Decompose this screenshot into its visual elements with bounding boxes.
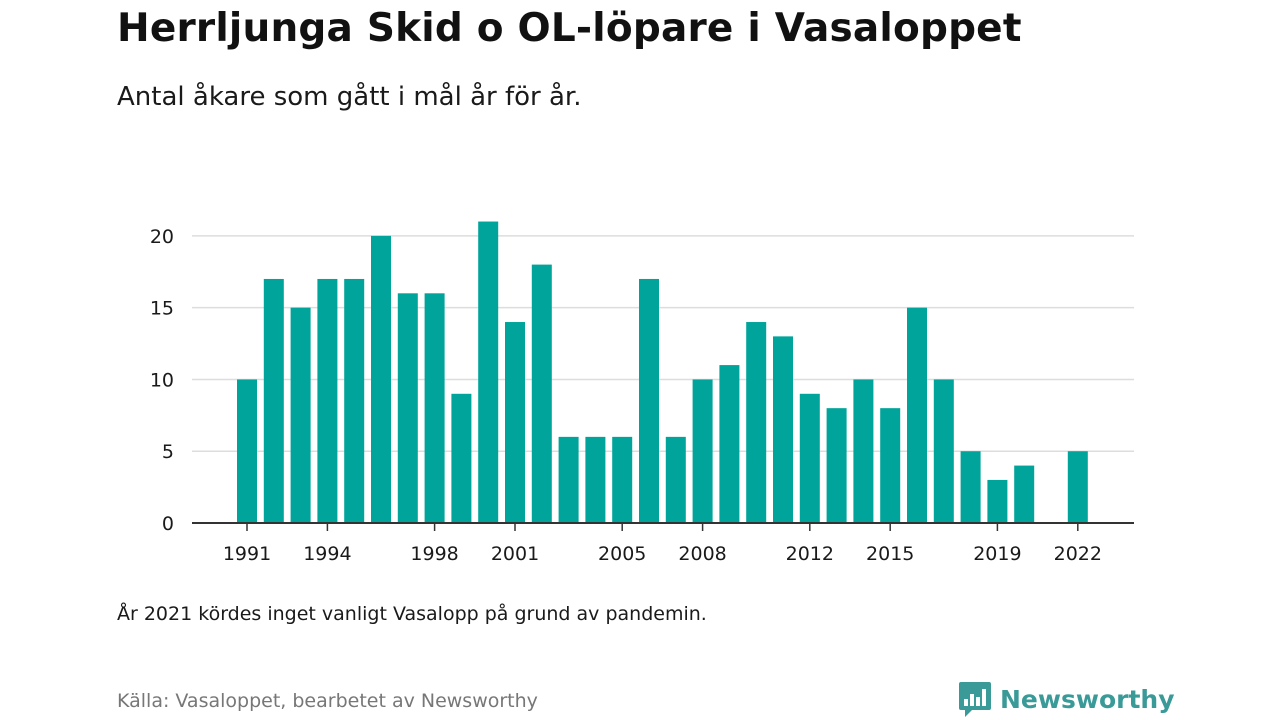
y-tick-label: 10: [150, 369, 174, 391]
x-tick-label: 2008: [678, 543, 726, 565]
bar-2004: [585, 436, 606, 523]
bars: [237, 221, 1088, 524]
bar-2017: [933, 379, 954, 523]
bar-2007: [665, 436, 686, 523]
bar-2000: [478, 221, 499, 524]
bar-2015: [880, 408, 901, 523]
bar-2018: [960, 451, 981, 523]
x-tick-label: 2019: [973, 543, 1021, 565]
bar-2020: [1014, 465, 1035, 523]
chart-footnote: År 2021 kördes inget vanligt Vasalopp på…: [117, 603, 707, 625]
y-tick-label: 20: [150, 226, 174, 248]
bar-2001: [505, 322, 525, 523]
x-tick-label: 2001: [491, 543, 539, 565]
bar-1996: [371, 235, 391, 523]
x-tick-label: 2022: [1054, 543, 1102, 565]
newsworthy-logo-icon: [959, 682, 991, 717]
x-tick-labels: 1991 1994 1998 2001 2005 2008 2012 2015 2019 2022: [223, 523, 1102, 565]
bar-2019: [987, 479, 1008, 523]
bar-2016: [907, 307, 927, 523]
brand-name: Newsworthy: [1000, 684, 1175, 714]
bar-2005: [612, 436, 633, 523]
bar-2011: [773, 336, 793, 523]
bar-2003: [558, 436, 579, 523]
x-tick-label: 2005: [598, 543, 646, 565]
bar-1991: [237, 379, 257, 523]
bar-2010: [746, 322, 767, 523]
bar-chart: 0 5 10 15 20 1991 1994 1998 2001 2005 2008 2012 201…: [150, 221, 1134, 565]
bar-2008: [692, 379, 713, 523]
bar-1992: [263, 278, 284, 523]
brand-logo[interactable]: Newsworthy: [958, 680, 1175, 718]
bar-2006: [639, 278, 659, 523]
x-tick-label: 2012: [786, 543, 834, 565]
source-text: Källa: Vasaloppet, bearbetet av Newswort…: [117, 690, 538, 712]
bar-1994: [317, 278, 338, 523]
bar-1995: [344, 278, 365, 523]
x-tick-label: 2015: [866, 543, 914, 565]
bar-1998: [424, 293, 445, 523]
x-tick-label: 1994: [303, 543, 351, 565]
y-tick-labels: 0 5 10 15 20: [150, 226, 174, 535]
y-tick-label: 0: [162, 513, 174, 535]
y-tick-label: 5: [162, 441, 174, 463]
bar-1997: [397, 293, 418, 523]
bar-2014: [853, 379, 874, 523]
bar-2013: [826, 408, 847, 523]
bar-2009: [719, 365, 740, 523]
x-tick-label: 1991: [223, 543, 271, 565]
bar-1993: [290, 307, 311, 523]
bar-2002: [531, 264, 552, 523]
y-tick-label: 15: [150, 298, 174, 320]
chart-subtitle: Antal åkare som gått i mål år för år.: [117, 82, 582, 112]
chart-title: Herrljunga Skid o OL-löpare i Vasaloppet: [117, 6, 1022, 51]
bar-2022: [1067, 451, 1088, 523]
bar-1999: [451, 393, 472, 523]
x-tick-label: 1998: [410, 543, 458, 565]
bar-2012: [799, 393, 820, 523]
